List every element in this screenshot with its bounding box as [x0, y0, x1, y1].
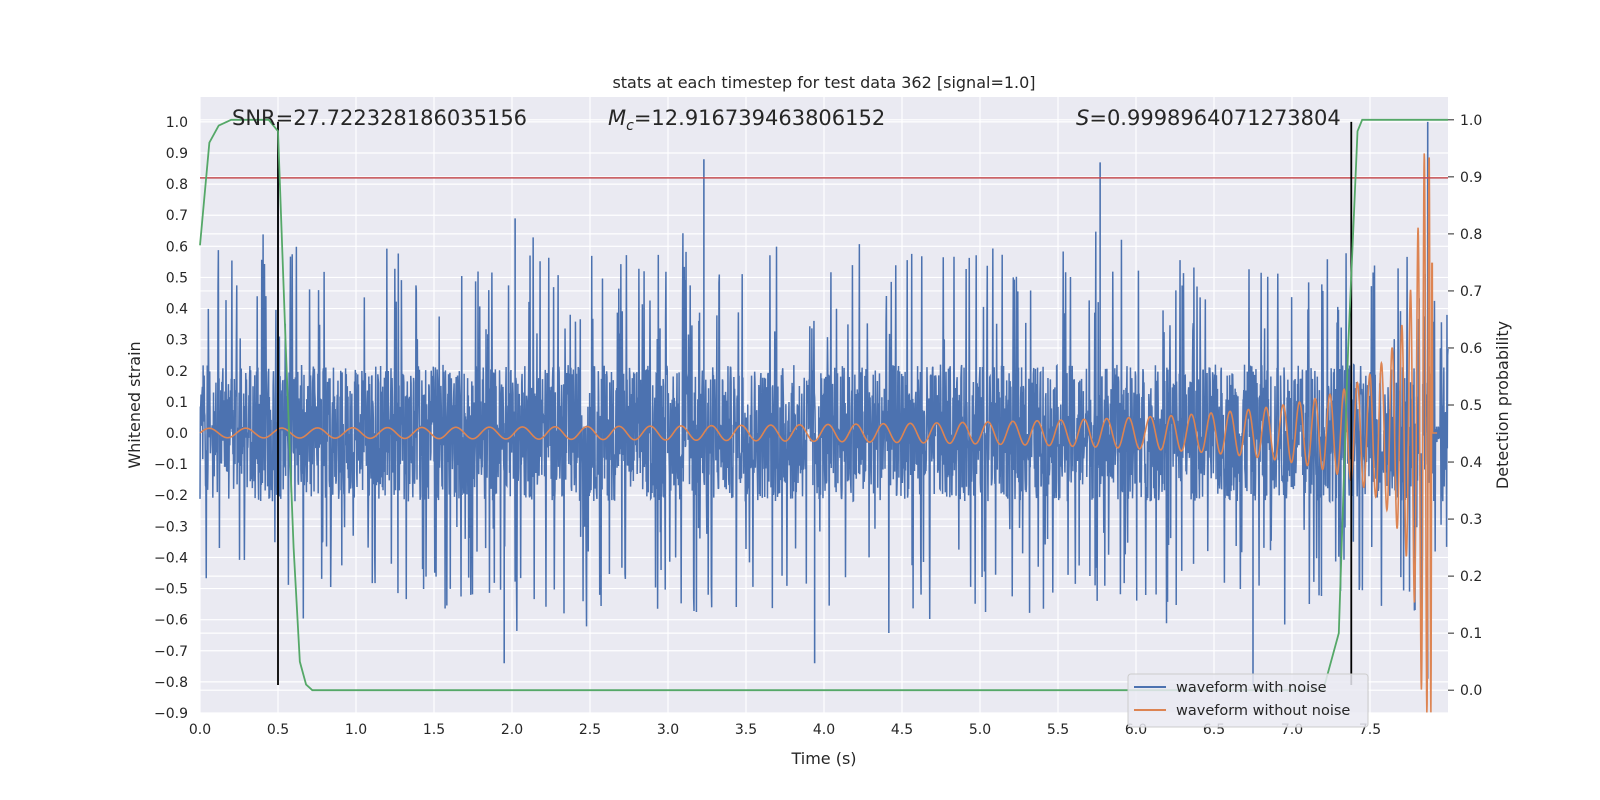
x-tick-label: 2.5: [579, 722, 601, 738]
series-noise-trace: [199, 231, 1449, 633]
y-tick-label: −0.1: [154, 457, 188, 473]
annotation-s: S=0.9998964071273804: [1076, 106, 1341, 130]
annotation-snr: SNR=27.722328186035156: [232, 106, 527, 130]
y-tick-label: −0.9: [154, 706, 188, 722]
y-tick-label: 0.2: [166, 364, 188, 380]
y-axis-ticks: 1.0 0.9 0.8 0.7 0.6 0.5 0.4 0.3 0.2 0.1 0.0 −0.1 −0.…: [154, 115, 188, 722]
x-tick-label: 1.5: [423, 722, 445, 738]
x-tick-label: 4.5: [891, 722, 913, 738]
y2-tick-label: 0.2: [1460, 569, 1482, 585]
y-tick-label: 0.3: [166, 333, 188, 349]
y-tick-label: −0.5: [154, 582, 188, 598]
annotation-s-value: =0.9998964071273804: [1089, 106, 1340, 130]
x-tick-label: 1.0: [345, 722, 367, 738]
y-tick-label: 0.8: [166, 177, 188, 193]
y2-axis-title: Detection probability: [1493, 321, 1512, 489]
y-tick-label: −0.6: [154, 613, 188, 629]
y-tick-label: 0.4: [166, 302, 188, 318]
annotation-chirp-mass-value: =12.916739463806152: [634, 106, 885, 130]
y2-tick-label: 0.8: [1460, 227, 1482, 243]
series-clean-trace: [199, 153, 1438, 713]
y-tick-label: −0.3: [154, 519, 188, 535]
y2-tick-label: 0.7: [1460, 284, 1482, 300]
x-axis-title: Time (s): [790, 749, 856, 768]
y-axis-title: Whitened strain: [125, 341, 144, 468]
legend-box: [1127, 673, 1369, 728]
y2-tick-label: 0.6: [1460, 341, 1482, 357]
y-tick-label: 0.9: [166, 146, 188, 162]
y-tick-label: −0.2: [154, 488, 188, 504]
y-tick-label: 0.5: [166, 270, 188, 286]
y2-tick-label: 0.5: [1460, 398, 1482, 414]
legend-label-noise: waveform with noise: [1176, 680, 1327, 696]
y2-tick-label: 1.0: [1460, 113, 1482, 129]
y-tick-label: −0.7: [154, 644, 188, 660]
legend-label-clean: waveform without noise: [1176, 703, 1350, 719]
x-tick-label: 0.5: [267, 722, 289, 738]
series-waveform-without-noise: [199, 153, 1438, 713]
y2-axis-ticks: 1.0 0.9 0.8 0.7 0.6 0.5 0.4 0.3 0.2 0.1 0.0: [1448, 113, 1482, 699]
y-tick-label: 0.0: [166, 426, 188, 442]
x-tick-label: 3.0: [657, 722, 679, 738]
y-tick-label: 0.6: [166, 239, 188, 255]
annotation-s-symbol: S: [1076, 106, 1089, 130]
y-tick-label: 0.7: [166, 208, 188, 224]
legend: waveform with noise waveform without noi…: [1127, 673, 1369, 728]
vertical-markers: [277, 121, 1353, 685]
y-tick-label: 0.1: [166, 395, 188, 411]
y2-tick-label: 0.0: [1460, 683, 1482, 699]
y2-tick-label: 0.1: [1460, 626, 1482, 642]
annotation-chirp-mass-subscript: c: [626, 118, 634, 134]
y-tick-label: −0.8: [154, 675, 188, 691]
series-detection-probability: [199, 118, 1448, 692]
y2-tick-label: 0.3: [1460, 512, 1482, 528]
x-tick-label: 2.0: [501, 722, 523, 738]
x-tick-label: 0.0: [189, 722, 211, 738]
annotation-chirp-mass: Mc=12.916739463806152: [608, 106, 885, 134]
x-tick-label: 5.5: [1047, 722, 1069, 738]
y2-tick-label: 0.9: [1460, 170, 1482, 186]
series-prob-trace: [199, 118, 1448, 692]
x-tick-label: 5.0: [969, 722, 991, 738]
x-tick-label: 4.0: [813, 722, 835, 738]
y-tick-label: −0.4: [154, 550, 188, 566]
y2-tick-label: 0.4: [1460, 455, 1482, 471]
annotation-chirp-mass-symbol: M: [608, 106, 626, 130]
y-tick-label: 1.0: [166, 115, 188, 131]
chart-title: stats at each timestep for test data 362…: [612, 73, 1035, 92]
x-tick-label: 3.5: [735, 722, 757, 738]
